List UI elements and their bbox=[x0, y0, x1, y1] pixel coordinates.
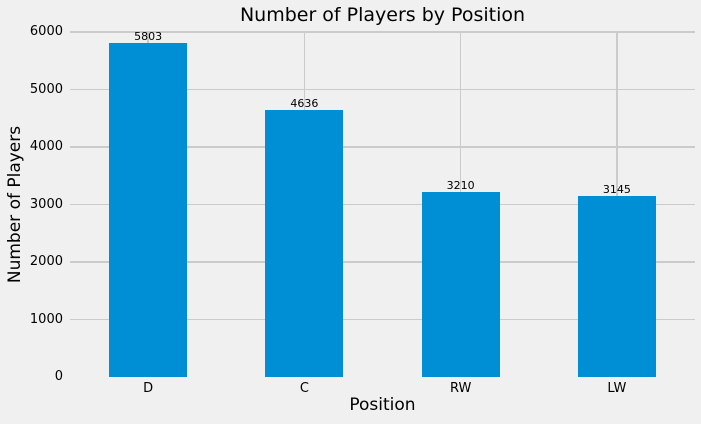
x-tick-label: RW bbox=[449, 381, 472, 396]
bar-value-label: 5803 bbox=[134, 30, 163, 44]
gridline-horizontal bbox=[70, 318, 695, 321]
bar-value-label: 4636 bbox=[290, 97, 319, 111]
y-tick-label: 1000 bbox=[29, 311, 63, 327]
bar-d bbox=[109, 43, 188, 377]
x-tick-label: C bbox=[299, 381, 309, 396]
bar-rw bbox=[421, 192, 500, 377]
chart-title: Number of Players by Position bbox=[239, 4, 526, 26]
y-tick-label: 3000 bbox=[29, 196, 63, 212]
bar-value-label: 3210 bbox=[446, 179, 475, 193]
bar-value-label: 3145 bbox=[602, 183, 631, 197]
gridline-horizontal bbox=[70, 31, 695, 33]
x-axis-label: Position bbox=[349, 395, 416, 415]
gridline-horizontal bbox=[70, 203, 695, 206]
x-tick-label: LW bbox=[607, 381, 627, 396]
bar-lw bbox=[577, 196, 656, 377]
y-tick-label: 6000 bbox=[29, 24, 63, 39]
y-tick-label: 2000 bbox=[29, 254, 63, 269]
gridline-horizontal bbox=[70, 146, 695, 148]
y-tick-label: 5000 bbox=[29, 81, 63, 97]
bar-c bbox=[265, 110, 344, 377]
x-tick-label: D bbox=[143, 381, 154, 396]
gridline-horizontal bbox=[70, 88, 695, 91]
y-tick-label: 0 bbox=[54, 369, 63, 384]
gridline-horizontal bbox=[70, 261, 695, 263]
y-tick-label: 4000 bbox=[29, 139, 63, 154]
